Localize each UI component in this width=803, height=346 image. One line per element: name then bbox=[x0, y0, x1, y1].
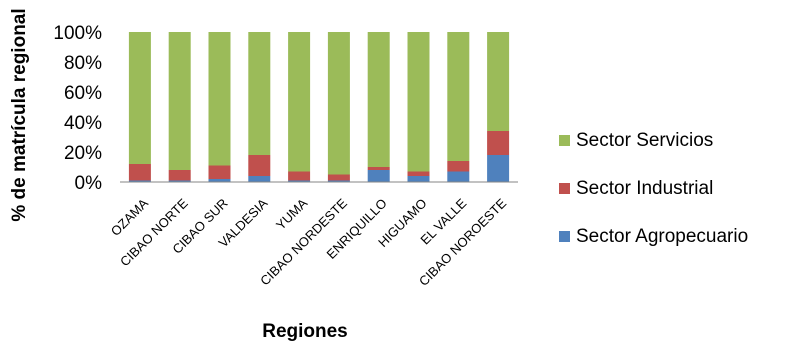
bar-segment bbox=[248, 176, 271, 182]
bar-segment bbox=[367, 170, 390, 182]
bar-segment bbox=[168, 32, 191, 170]
bar-segment bbox=[128, 32, 151, 164]
bar-segment bbox=[447, 161, 470, 172]
bar-segment bbox=[367, 32, 390, 167]
y-tick-label: 80% bbox=[64, 53, 102, 74]
legend: Sector Servicios Sector Industrial Sector … bbox=[559, 130, 748, 247]
bar-segment bbox=[327, 32, 350, 175]
y-axis-title: % de matrícula regional bbox=[9, 8, 30, 221]
bar-segment bbox=[248, 155, 271, 176]
bar-segment bbox=[128, 164, 151, 181]
legend-swatch bbox=[559, 183, 570, 194]
bar-segment bbox=[288, 171, 311, 181]
legend-label: Sector Agropecuario bbox=[576, 226, 748, 247]
bar-segment bbox=[288, 180, 311, 182]
bar-segment bbox=[447, 171, 470, 182]
legend-label: Sector Industrial bbox=[576, 178, 713, 199]
bar-segment bbox=[168, 180, 191, 182]
y-axis-ticks: 0% 20% 40% 60% 80% 100% bbox=[53, 23, 102, 194]
y-tick-label: 60% bbox=[64, 83, 102, 104]
bar-segment bbox=[208, 165, 231, 179]
bar-segment bbox=[128, 180, 151, 182]
bar-segment bbox=[208, 32, 231, 166]
bar-segment bbox=[327, 174, 350, 181]
bar-segment bbox=[487, 32, 510, 131]
y-tick-label: 0% bbox=[75, 173, 103, 194]
legend-swatch bbox=[559, 231, 570, 242]
bar-segment bbox=[248, 32, 271, 155]
y-tick-label: 20% bbox=[64, 143, 102, 164]
legend-label: Sector Servicios bbox=[576, 130, 713, 151]
bar-segment bbox=[487, 155, 510, 182]
bar-segment bbox=[407, 171, 430, 176]
bar-segment bbox=[168, 170, 191, 181]
bar-segment bbox=[208, 179, 231, 182]
bar-segment bbox=[447, 32, 470, 161]
bar-segment bbox=[288, 32, 311, 172]
bar-segment bbox=[407, 32, 430, 172]
bar-segment bbox=[367, 167, 390, 170]
y-tick-label: 100% bbox=[53, 23, 102, 44]
x-tick-label: CIBAO NORTE bbox=[117, 195, 191, 269]
x-tick-label: YUMA bbox=[273, 195, 310, 232]
bar-segment bbox=[407, 176, 430, 182]
bar-segment bbox=[487, 131, 510, 155]
bar-segment bbox=[327, 180, 350, 182]
legend-swatch bbox=[559, 135, 570, 146]
y-tick-label: 40% bbox=[64, 113, 102, 134]
x-axis-title: Regiones bbox=[262, 321, 348, 342]
plot-area bbox=[120, 32, 518, 183]
